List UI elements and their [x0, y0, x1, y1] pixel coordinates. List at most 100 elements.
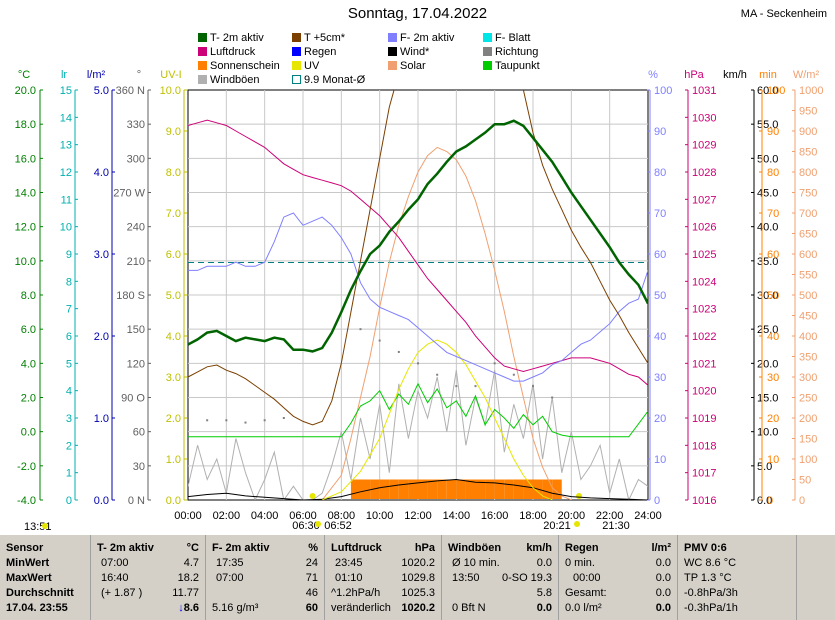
tick-label-hum: 30 [654, 372, 666, 384]
legend-swatch [483, 61, 492, 70]
sunshine-bar [504, 479, 514, 499]
label-max: MaxWert [6, 572, 52, 584]
tick-label-wind: 50.0 [757, 153, 778, 165]
legend-label: T- 2m aktiv [210, 32, 264, 44]
gust-avg: 5.8 [536, 587, 552, 599]
tick-label-lr: 4 [66, 386, 72, 398]
legend-item: Luftdruck [198, 46, 255, 58]
sunshine-bar [360, 479, 371, 499]
direction-point [455, 385, 458, 388]
tick-label-solar: 650 [799, 229, 817, 241]
tick-label-min: 80 [767, 167, 779, 179]
press-tendency: veränderlich [331, 602, 391, 614]
legend-swatch [388, 61, 397, 70]
tick-label-press: 1021 [692, 358, 716, 370]
tick-label-lr: 12 [60, 167, 72, 179]
tick-label-lr: 1 [66, 468, 72, 480]
sunshine-bar [485, 479, 495, 499]
tick-label-temp: 10.0 [15, 256, 36, 268]
t2m-now: 8.6 [183, 602, 199, 614]
tick-label-uv: 9.0 [166, 126, 181, 138]
tick-label-press: 1018 [692, 440, 716, 452]
sunshine-bar [475, 479, 486, 499]
legend-swatch [388, 33, 397, 42]
legend-label: Regen [304, 46, 337, 58]
tick-label-min: 30 [767, 372, 779, 384]
tick-label-lr: 13 [60, 140, 72, 152]
direction-point [263, 419, 266, 422]
direction-point [282, 417, 285, 419]
x-axis: 00:00 02:00 04:00 06:00 08:00 10:00 12:00 14:00… [24, 510, 662, 533]
legend-swatch [292, 47, 301, 56]
sunset-icon [574, 521, 580, 527]
tick-label-min: 0 [767, 495, 773, 507]
tick-label-lr: 8 [66, 276, 72, 288]
tick-label-hum: 60 [654, 249, 666, 261]
press-now: 1020.2 [401, 602, 435, 614]
tick-label-press: 1031 [692, 85, 716, 97]
label-now: 17.04. 23:55 [6, 602, 68, 614]
gust-max-dir: 0-SO [502, 572, 528, 584]
x-tick-label: 04:00 [251, 510, 279, 522]
sunshine-bar [446, 479, 457, 499]
tick-label-press: 1026 [692, 222, 716, 234]
sunshine-bar [465, 479, 476, 499]
legend-item: Wind* [388, 46, 429, 58]
tick-label-lr: 0 [66, 495, 72, 507]
direction-point [512, 373, 515, 376]
tick-label-temp: 4.0 [21, 358, 36, 370]
pmv-wc: WC 8.6 °C [684, 557, 737, 569]
x-tick-label: 02:00 [213, 510, 241, 522]
pmv-tp: TP 1.3 °C [684, 572, 732, 584]
tick-label-solar: 500 [799, 290, 817, 302]
tick-label-press: 1017 [692, 468, 716, 480]
tick-label-temp: 20.0 [15, 85, 36, 97]
gust-max-time: 13:50 [452, 572, 480, 584]
tick-label-wind: 40.0 [757, 222, 778, 234]
series-t-5cm [188, 90, 648, 426]
press-trend: ^1.2hPa/h [331, 587, 381, 599]
tick-label-solar: 50 [799, 475, 811, 487]
weather-chart: 20.018.016.014.012.010.08.06.04.02.00.0-… [15, 69, 824, 533]
tick-label-min: 70 [767, 208, 779, 220]
legend-label: Wind* [400, 46, 430, 58]
tick-label-lr: 3 [66, 413, 72, 425]
x-tick-label: 18:00 [519, 510, 547, 522]
tick-label-wind: 20.0 [757, 358, 778, 370]
press-max: 1029.8 [401, 572, 435, 584]
tick-label-uv: 1.0 [166, 454, 181, 466]
tick-label-rain: 5.0 [94, 85, 109, 97]
tick-label-press: 1025 [692, 249, 716, 261]
tick-label-solar: 1000 [799, 85, 823, 97]
x-tick-label: 00:00 [174, 510, 202, 522]
tick-label-hum: 50 [654, 290, 666, 302]
legend-label: Sonnenschein [210, 60, 280, 72]
direction-point [417, 362, 419, 365]
tick-label-temp: 8.0 [21, 290, 36, 302]
tick-label-min: 40 [767, 331, 779, 343]
series-f-2m-aktiv [188, 212, 648, 382]
sunshine-bar [437, 479, 447, 499]
axis-unit-wind: km/h [723, 69, 747, 81]
chart-grid [187, 89, 649, 501]
t2m-max: 18.2 [177, 572, 199, 584]
legend-swatch [292, 61, 301, 70]
legend-label: Richtung [495, 46, 539, 58]
direction-point [532, 385, 534, 388]
axis-unit-solar: W/m² [793, 69, 820, 81]
tick-label-solar: 700 [799, 208, 817, 220]
legend-item: T- 2m aktiv [198, 32, 264, 44]
axis-unit-press: hPa [684, 69, 704, 81]
t2m-max-time: 16:40 [101, 572, 129, 584]
tick-label-min: 10 [767, 454, 779, 466]
header-gust-unit: km/h [526, 542, 552, 554]
tick-label-uv: 3.0 [166, 372, 181, 384]
legend-item: Regen [292, 46, 336, 58]
f2m-now: 60 [305, 602, 318, 614]
rain-min-label: 0 min. [565, 557, 595, 569]
f2m-min: 24 [305, 557, 318, 569]
press-max-time: 01:10 [335, 572, 363, 584]
tick-label-lr: 7 [66, 304, 72, 316]
tick-label-press: 1030 [692, 112, 716, 124]
sunrise2-label: 06:52 [324, 520, 352, 532]
